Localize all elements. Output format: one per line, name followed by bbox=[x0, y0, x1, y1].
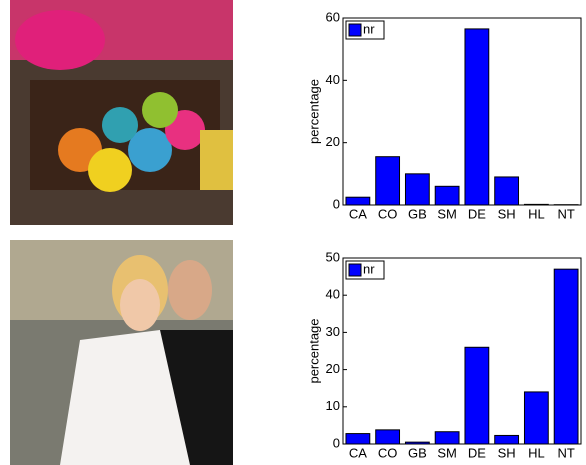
y-tick-label: 10 bbox=[326, 398, 340, 413]
legend-swatch bbox=[349, 24, 361, 36]
legend-label: nr bbox=[363, 21, 375, 36]
y-tick-label: 0 bbox=[333, 435, 340, 450]
x-tick-label: SH bbox=[498, 206, 516, 221]
x-tick-label: HL bbox=[528, 445, 545, 460]
bar bbox=[346, 197, 370, 205]
x-tick-label: SM bbox=[437, 206, 457, 221]
bar bbox=[435, 186, 459, 205]
y-tick-label: 0 bbox=[333, 196, 340, 211]
x-tick-label: NT bbox=[557, 445, 574, 460]
x-tick-label: CA bbox=[349, 445, 367, 460]
photo-sewing bbox=[10, 0, 261, 225]
x-tick-label: SH bbox=[498, 445, 516, 460]
y-tick-label: 20 bbox=[326, 134, 340, 149]
y-tick-label: 50 bbox=[326, 249, 340, 264]
bar bbox=[465, 29, 489, 205]
y-tick-label: 60 bbox=[326, 9, 340, 24]
y-tick-label: 20 bbox=[326, 361, 340, 376]
x-tick-label: GB bbox=[408, 445, 427, 460]
x-tick-label: SM bbox=[437, 445, 457, 460]
bar bbox=[405, 174, 429, 205]
bar bbox=[554, 269, 578, 444]
x-tick-label: HL bbox=[528, 206, 545, 221]
bar bbox=[495, 177, 519, 205]
x-tick-label: CO bbox=[378, 445, 398, 460]
bar bbox=[435, 432, 459, 444]
y-axis-label: percentage bbox=[306, 79, 321, 144]
bar bbox=[465, 347, 489, 444]
legend-swatch bbox=[349, 264, 361, 276]
y-tick-label: 40 bbox=[326, 72, 340, 87]
x-tick-label: DE bbox=[468, 206, 486, 221]
bar bbox=[346, 434, 370, 444]
figure: 0 20 40 60 CA CO GB SM DE SH HL NT percentage nr 0 10 20… bbox=[0, 0, 586, 465]
x-tick-label: GB bbox=[408, 206, 427, 221]
x-tick-label: CO bbox=[378, 206, 398, 221]
legend-label: nr bbox=[363, 261, 375, 276]
bar bbox=[376, 157, 400, 205]
x-tick-label: CA bbox=[349, 206, 367, 221]
x-tick-label: NT bbox=[557, 206, 574, 221]
bar bbox=[524, 392, 548, 444]
y-tick-label: 30 bbox=[326, 324, 340, 339]
photo-wedding bbox=[10, 240, 233, 465]
bar bbox=[376, 430, 400, 444]
y-tick-label: 40 bbox=[326, 287, 340, 302]
bar bbox=[495, 435, 519, 444]
y-axis-label: percentage bbox=[306, 318, 321, 383]
x-tick-label: DE bbox=[468, 445, 486, 460]
